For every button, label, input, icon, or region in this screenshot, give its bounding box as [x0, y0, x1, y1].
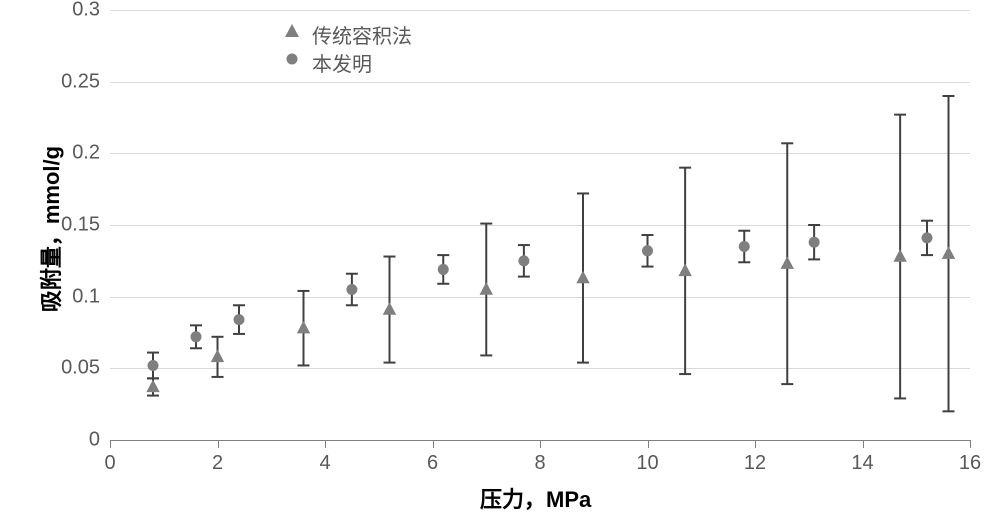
plot-svg — [0, 0, 1000, 525]
legend-marker — [280, 21, 304, 47]
legend-label: 传统容积法 — [312, 20, 412, 49]
legend-marker — [280, 49, 304, 75]
legend: 传统容积法本发明 — [280, 20, 412, 76]
legend-label: 本发明 — [312, 48, 372, 77]
legend-item: 传统容积法 — [280, 20, 412, 48]
adsorption-chart: 00.050.10.150.20.250.30246810121416吸附量，m… — [0, 0, 1000, 525]
legend-item: 本发明 — [280, 48, 412, 76]
